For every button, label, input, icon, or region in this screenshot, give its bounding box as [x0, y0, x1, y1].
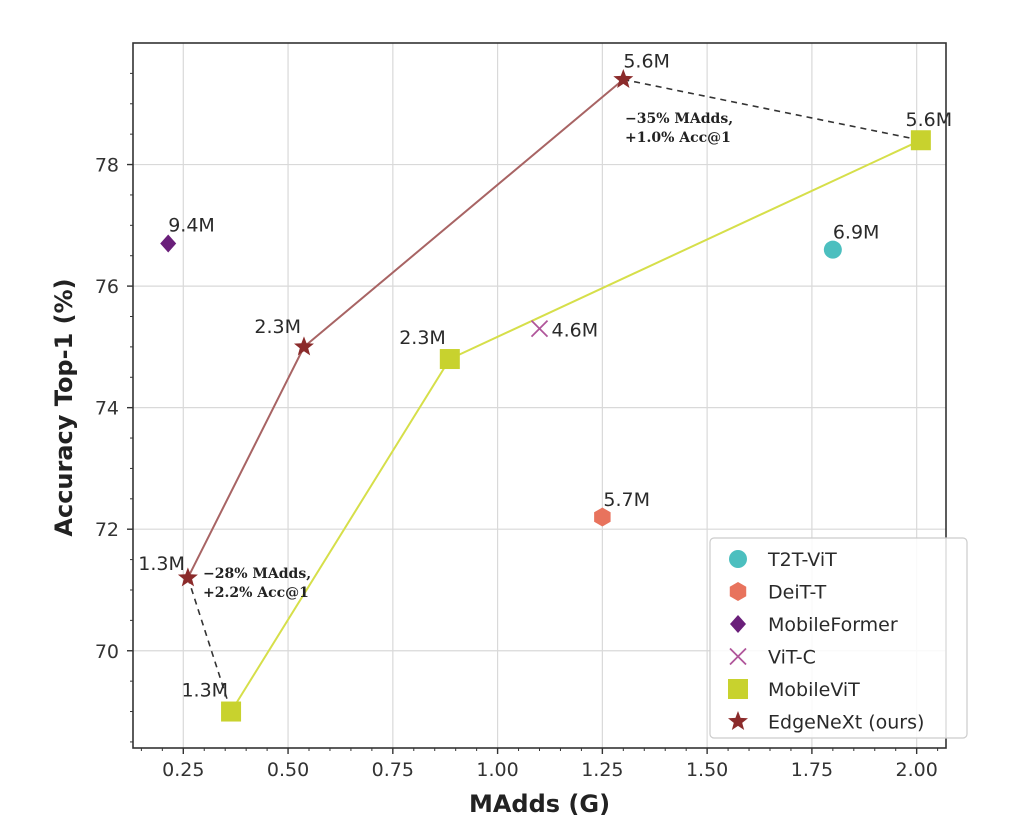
- data-markers: [160, 68, 931, 722]
- legend-vit-c-marker: [729, 647, 747, 666]
- vit-c-marker-stroke: [530, 320, 549, 338]
- edgenext-ours-point-label: 1.3M: [138, 553, 185, 575]
- legend-t2t-vit-marker: [729, 550, 747, 568]
- y-axis-title: Accuracy Top-1 (%): [50, 278, 78, 536]
- legend-mobileformer-marker: [730, 615, 746, 633]
- t2t-vit-marker: [823, 240, 842, 259]
- legend-deit-t-label: DeiT-T: [768, 582, 827, 604]
- x-axis-title: MAdds (G): [469, 790, 610, 818]
- x-tick-label: 0.50: [267, 759, 309, 781]
- t2t-vit-point-label: 6.9M: [833, 222, 880, 244]
- x-tick-label: 1.75: [791, 759, 833, 781]
- mobilevit-marker: [221, 701, 242, 722]
- x-tick-label: 0.25: [162, 759, 204, 781]
- mobilevit-point-label: 1.3M: [181, 680, 228, 702]
- x-tick-label: 1.25: [581, 759, 623, 781]
- comparison-dashed-line: [187, 577, 232, 712]
- comparison-dashed-line: [623, 78, 922, 142]
- edgenext-ours-marker: [177, 567, 198, 587]
- legend-vit-c-marker-stroke: [729, 647, 747, 666]
- edgenext-ours-point-label: 2.3M: [254, 316, 301, 338]
- mobilevit-point-label: 5.6M: [906, 109, 953, 131]
- mobilevit-point-label: 2.3M: [399, 327, 446, 349]
- comparison-annotations: −28% MAdds, +2.2% Acc@1 −35% MAdds, +1.0% A…: [187, 78, 922, 712]
- legend-deit-t-marker: [729, 582, 747, 601]
- legend-mobilevit-label: MobileViT: [768, 679, 860, 701]
- comparison-annotation-text: −28% MAdds,: [203, 566, 311, 582]
- x-tick-label: 2.00: [896, 759, 938, 781]
- mobilevit-marker: [910, 130, 931, 151]
- point-labels: 6.9M 5.7M 9.4M 4.6M 1.3M 2.3M 5.6M 1.3M 2.3M 5.6M: [138, 50, 952, 701]
- vit-c-point-label: 4.6M: [552, 320, 599, 342]
- y-tick-label: 70: [95, 641, 119, 663]
- edgenext-ours-marker: [294, 336, 314, 356]
- axis-ticks: 0.25 0.50 0.75 1.00 1.25 1.50 1.75 2.00 70 72 74 76…: [95, 72, 939, 781]
- legend-edgenext-ours-label: EdgeNeXt (ours): [768, 712, 924, 734]
- comparison-annotation-text: +1.0% Acc@1: [625, 130, 731, 146]
- legend-mobilevit-marker: [728, 679, 748, 699]
- legend-t2t-vit-label: T2T-ViT: [767, 549, 837, 571]
- y-tick-label: 76: [95, 276, 119, 298]
- legend-vit-c-label: ViT-C: [768, 647, 816, 669]
- vit-c-marker: [530, 320, 549, 338]
- y-tick-label: 74: [95, 398, 119, 420]
- edgenext-ours-point-label: 5.6M: [623, 50, 670, 72]
- y-tick-label: 72: [95, 519, 119, 541]
- legend-edgenext-ours-marker: [728, 711, 748, 730]
- plot-frame: [132, 42, 947, 749]
- legend-mobileformer-label: MobileFormer: [768, 614, 898, 636]
- deit-t-point-label: 5.7M: [603, 489, 650, 511]
- mobileformer-point-label: 9.4M: [168, 215, 215, 237]
- comparison-annotation-text: −35% MAdds,: [625, 111, 733, 127]
- x-tick-label: 0.75: [372, 759, 414, 781]
- deit-t-marker: [594, 507, 611, 527]
- legend-box: [709, 537, 968, 739]
- mobileformer-marker: [160, 234, 177, 253]
- comparison-annotation-text: +2.2% Acc@1: [203, 585, 309, 601]
- y-tick-label: 78: [95, 155, 119, 177]
- x-tick-label: 1.00: [476, 759, 518, 781]
- edgenext-ours-marker: [613, 68, 634, 88]
- x-tick-label: 1.50: [686, 759, 728, 781]
- legend: T2T-ViT DeiT-T MobileFormer ViT-C MobileViT E…: [709, 537, 968, 739]
- mobilevit-marker: [439, 349, 460, 370]
